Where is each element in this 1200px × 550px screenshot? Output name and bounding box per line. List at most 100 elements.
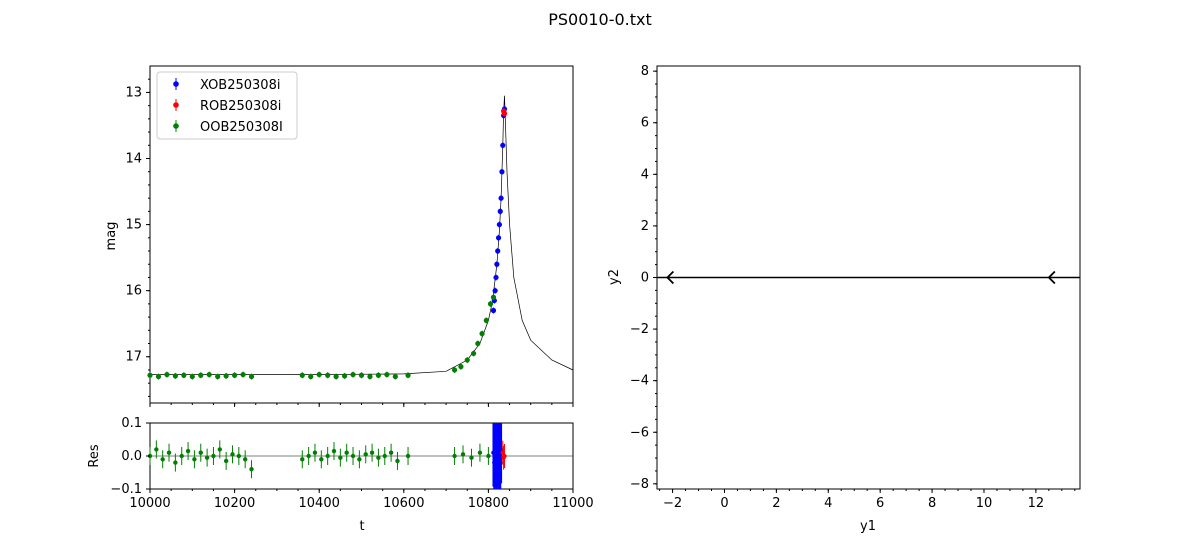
lc-point-xob250308i-9 [498, 195, 504, 201]
res-point-oob250308i-12 [223, 458, 229, 464]
tr-ytick-label-7: 6 [641, 116, 649, 131]
tr-xtick-label-2: 2 [772, 496, 780, 511]
res-xtick-label-1: 10200 [214, 496, 255, 511]
lc-point-xob250308i-3 [493, 274, 499, 281]
lc-point-oob250308i-16 [325, 372, 331, 378]
trajectory-arrow-0 [666, 270, 675, 285]
res-point-oob250308i-16 [249, 467, 254, 472]
lc-ytick-label-4: 17 [125, 350, 142, 365]
lc-point-oob250308i-4 [181, 372, 187, 378]
tr-xtick-label-4: 6 [876, 496, 884, 511]
res-xtick-label-5: 11000 [552, 496, 593, 511]
lc-point-oob250308i-8 [215, 373, 221, 380]
lc-point-oob250308i-32 [483, 317, 489, 324]
res-point-oob250308i-18 [306, 453, 311, 459]
res-point-oob250308i-3 [166, 450, 172, 455]
lc-point-oob250308i-3 [172, 373, 178, 379]
lc-point-oob250308i-13 [299, 372, 305, 378]
res-point-oob250308i-11 [217, 447, 222, 452]
lc-point-oob250308i-11 [240, 371, 246, 378]
lc-point-oob250308i-7 [206, 371, 212, 378]
res-point-oob250308i-9 [204, 455, 210, 460]
lc-point-oob250308i-9 [223, 373, 229, 379]
lc-point-xob250308i-7 [496, 221, 502, 228]
tr-xtick-label-7: 12 [1028, 496, 1045, 511]
res-point-oob250308i-19 [312, 450, 318, 455]
tr-ytick-label-4: 0 [641, 271, 649, 286]
legend-label-rob: ROB250308i [200, 99, 281, 114]
res-point-oob250308i-20 [319, 457, 324, 462]
lc-point-xob250308i-10 [499, 169, 505, 175]
residuals-ylabel: Res [87, 444, 102, 467]
lc-point-oob250308i-0 [147, 372, 153, 378]
res-point-oob250308i-34 [452, 453, 457, 459]
tr-xtick-label-1: 0 [720, 496, 728, 511]
lc-point-oob250308i-31 [479, 331, 485, 337]
res-ytick-label-0: −0.1 [110, 482, 142, 497]
tr-xtick-label-5: 8 [928, 496, 936, 511]
lc-point-xob250308i-11 [500, 142, 506, 148]
residuals-panel: Res t −0.1 0.0 0.1 10000 10200 10400 10600 1080… [87, 416, 594, 534]
res-point-oob250308i-29 [376, 455, 381, 460]
res-point-oob250308i-24 [344, 450, 349, 455]
res-xtick-label-3: 10600 [383, 496, 424, 511]
res-point-oob250308i-1 [154, 447, 159, 452]
lc-point-oob250308i-30 [475, 340, 481, 347]
lc-ytick-label-0: 13 [125, 85, 142, 100]
lc-point-oob250308i-24 [392, 373, 398, 380]
lc-point-oob250308i-25 [405, 372, 411, 378]
lc-point-oob250308i-34 [490, 294, 497, 300]
res-point-oob250308i-6 [185, 448, 191, 454]
res-point-oob250308i-37 [477, 450, 483, 455]
lc-point-rob250308i-2 [501, 110, 508, 117]
lc-point-oob250308i-18 [341, 373, 348, 379]
res-point-oob250308i-10 [211, 453, 216, 459]
res-point-oob250308i-28 [369, 450, 375, 455]
res-ytick-label-2: 0.1 [121, 416, 142, 431]
res-point-oob250308i-4 [173, 460, 178, 465]
res-point-oob250308i-7 [192, 457, 197, 462]
lc-point-oob250308i-27 [458, 364, 464, 370]
lc-point-oob250308i-6 [198, 372, 204, 378]
residuals-xlabel: t [359, 519, 364, 534]
lc-point-xob250308i-2 [492, 288, 498, 294]
tr-ytick-label-3: −2 [630, 322, 649, 337]
res-point-oob250308i-23 [338, 455, 343, 460]
res-xtick-label-2: 10400 [299, 496, 340, 511]
res-point-oob250308i-8 [198, 450, 203, 455]
res-point-oob250308i-17 [300, 457, 305, 462]
lc-point-oob250308i-5 [189, 373, 195, 380]
lc-point-oob250308i-28 [464, 357, 470, 363]
res-point-oob250308i-25 [350, 453, 356, 459]
res-point-oob250308i-26 [357, 457, 362, 462]
res-point-oob250308i-21 [325, 453, 330, 459]
lc-point-oob250308i-20 [358, 372, 365, 378]
light-curve-ylabel: mag [104, 222, 119, 251]
lc-point-oob250308i-12 [248, 373, 255, 380]
trajectory-ylabel: y2 [607, 269, 622, 285]
tr-ytick-label-1: −6 [630, 425, 649, 440]
legend-box [156, 71, 298, 140]
res-point-oob250308i-30 [382, 453, 387, 459]
res-ytick-label-1: 0.0 [121, 449, 142, 464]
legend-entry-oob: OOB250308I [173, 120, 283, 135]
lc-point-oob250308i-15 [316, 371, 322, 378]
res-point-oob250308i-36 [469, 455, 474, 460]
legend: XOB250308i ROB250308i OOB250308I [156, 71, 298, 140]
lc-point-xob250308i-8 [497, 208, 503, 214]
lc-point-oob250308i-2 [164, 371, 170, 378]
res-point-xob250308i-9 [498, 447, 504, 452]
res-point-oob250308i-22 [331, 448, 337, 454]
lc-point-xob250308i-6 [495, 235, 502, 241]
legend-marker-rob [173, 102, 179, 108]
res-xtick-label-4: 10800 [468, 496, 509, 511]
tr-ytick-label-8: 8 [641, 64, 649, 79]
lc-point-xob250308i-0 [490, 307, 497, 314]
res-xtick-label-0: 10000 [129, 496, 170, 511]
figure-title: PS0010-0.txt [548, 10, 652, 29]
res-point-oob250308i-33 [405, 453, 411, 459]
res-point-oob250308i-31 [388, 450, 394, 455]
trajectory-panel: y2 y1 −2 0 2 4 6 8 10 12 −8 −6 −4 −2 0 2 4 6 8 [607, 64, 1081, 534]
res-point-oob250308i-32 [395, 458, 400, 464]
lc-point-oob250308i-26 [451, 367, 458, 373]
